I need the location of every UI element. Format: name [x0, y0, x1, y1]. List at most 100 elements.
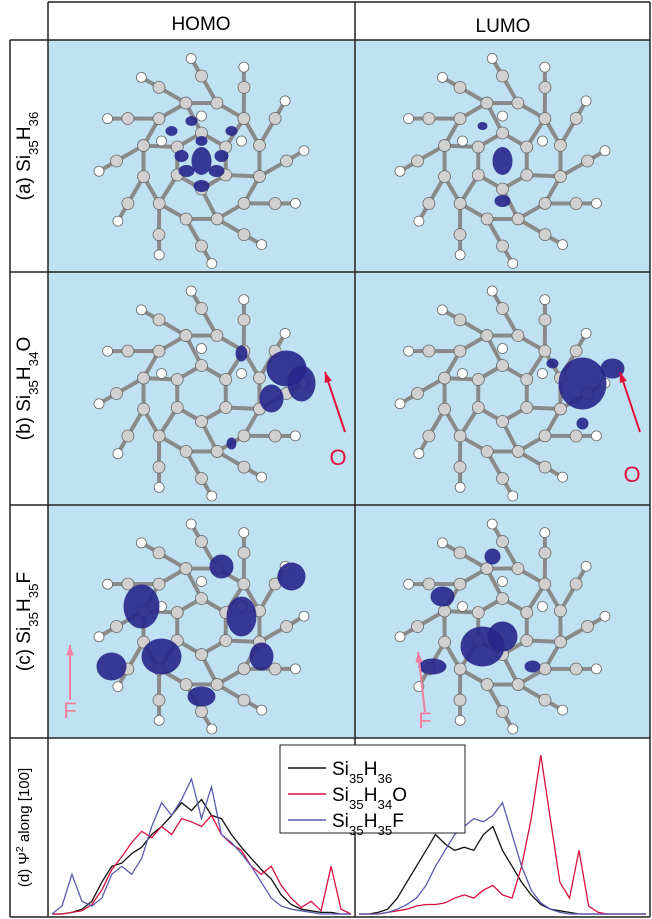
orbital-lobe [260, 385, 284, 413]
text-part: along [100] [16, 768, 33, 846]
annotation-label: O [329, 445, 346, 470]
atom [481, 445, 493, 457]
atom [472, 169, 484, 181]
atom [454, 694, 466, 706]
atom [253, 139, 265, 151]
atom [412, 621, 424, 633]
data-line [359, 827, 646, 915]
atom [290, 431, 300, 441]
atom [539, 578, 551, 590]
atom [196, 536, 208, 548]
atom [238, 81, 250, 93]
atom [157, 369, 167, 379]
orbital-lobe [179, 165, 195, 177]
atom [103, 346, 113, 356]
atom [269, 198, 281, 210]
atom [404, 579, 414, 589]
atom [591, 431, 601, 441]
atom [395, 399, 405, 409]
orbital-lobe [196, 136, 208, 146]
text-part: 35 [377, 823, 392, 838]
atom [269, 430, 281, 442]
atom [539, 547, 551, 559]
atom [539, 229, 551, 241]
text-part: H [364, 785, 378, 806]
atom [554, 403, 566, 415]
atom [153, 314, 165, 326]
orbital-lobe [431, 587, 455, 607]
atom [570, 663, 582, 675]
atom [538, 602, 548, 612]
atom [458, 369, 468, 379]
atom [481, 678, 493, 690]
atom [539, 197, 551, 209]
atom [257, 472, 267, 482]
text-part: 36 [377, 771, 392, 786]
atom [94, 632, 104, 642]
atom [171, 402, 183, 414]
atom [237, 136, 247, 146]
atom [454, 663, 466, 675]
text-part: H [14, 366, 35, 380]
orbital-lobe [485, 549, 501, 565]
text-part: F [14, 572, 35, 584]
atom [498, 111, 508, 121]
atom [122, 345, 134, 357]
atom [454, 345, 466, 357]
atom [521, 141, 533, 153]
orbital-lobe [495, 195, 511, 207]
atom [138, 140, 150, 152]
atom [455, 482, 465, 492]
text-part: O [392, 785, 407, 806]
row-label: (a) Si35H36 [14, 112, 41, 201]
atom [581, 96, 591, 106]
atom [497, 70, 509, 82]
atom [238, 430, 250, 442]
atom [540, 295, 550, 305]
atom [512, 330, 524, 342]
atom [153, 113, 165, 125]
atom [211, 330, 223, 342]
atom [220, 402, 232, 414]
atom [481, 97, 493, 109]
orbital-lobe [186, 116, 198, 126]
atom [113, 216, 123, 226]
atom [487, 519, 497, 529]
text-part: H [364, 811, 378, 832]
annotation-label: F [418, 708, 431, 733]
orbital-lobe [175, 150, 189, 162]
atom [238, 694, 250, 706]
atom [186, 286, 196, 296]
atom [157, 136, 167, 146]
atom [220, 374, 232, 386]
atom [113, 682, 123, 692]
column-header: LUMO [476, 16, 531, 37]
row-label: (d) Ψ2 along [100] [14, 768, 33, 887]
atom [196, 240, 208, 252]
orbital-lobe [278, 563, 306, 591]
orbital-lobe [192, 147, 212, 175]
atom [111, 388, 123, 400]
text-part: H [364, 759, 378, 780]
atom [454, 547, 466, 559]
atom [554, 605, 566, 617]
text-part: Si [332, 759, 349, 780]
atom [280, 96, 290, 106]
atom [437, 72, 447, 82]
atom [512, 213, 524, 225]
atom [180, 678, 192, 690]
atom [570, 198, 582, 210]
atom [497, 706, 509, 718]
text-part: (b) Si [14, 395, 35, 440]
atom [439, 171, 451, 183]
atom [481, 330, 493, 342]
orbital-lobe [250, 643, 274, 671]
atom [238, 547, 250, 559]
atom [508, 724, 518, 734]
atom [211, 213, 223, 225]
atom [180, 445, 192, 457]
atom [539, 663, 551, 675]
atom [253, 170, 265, 182]
text-part: Si [332, 785, 349, 806]
atom [180, 97, 192, 109]
